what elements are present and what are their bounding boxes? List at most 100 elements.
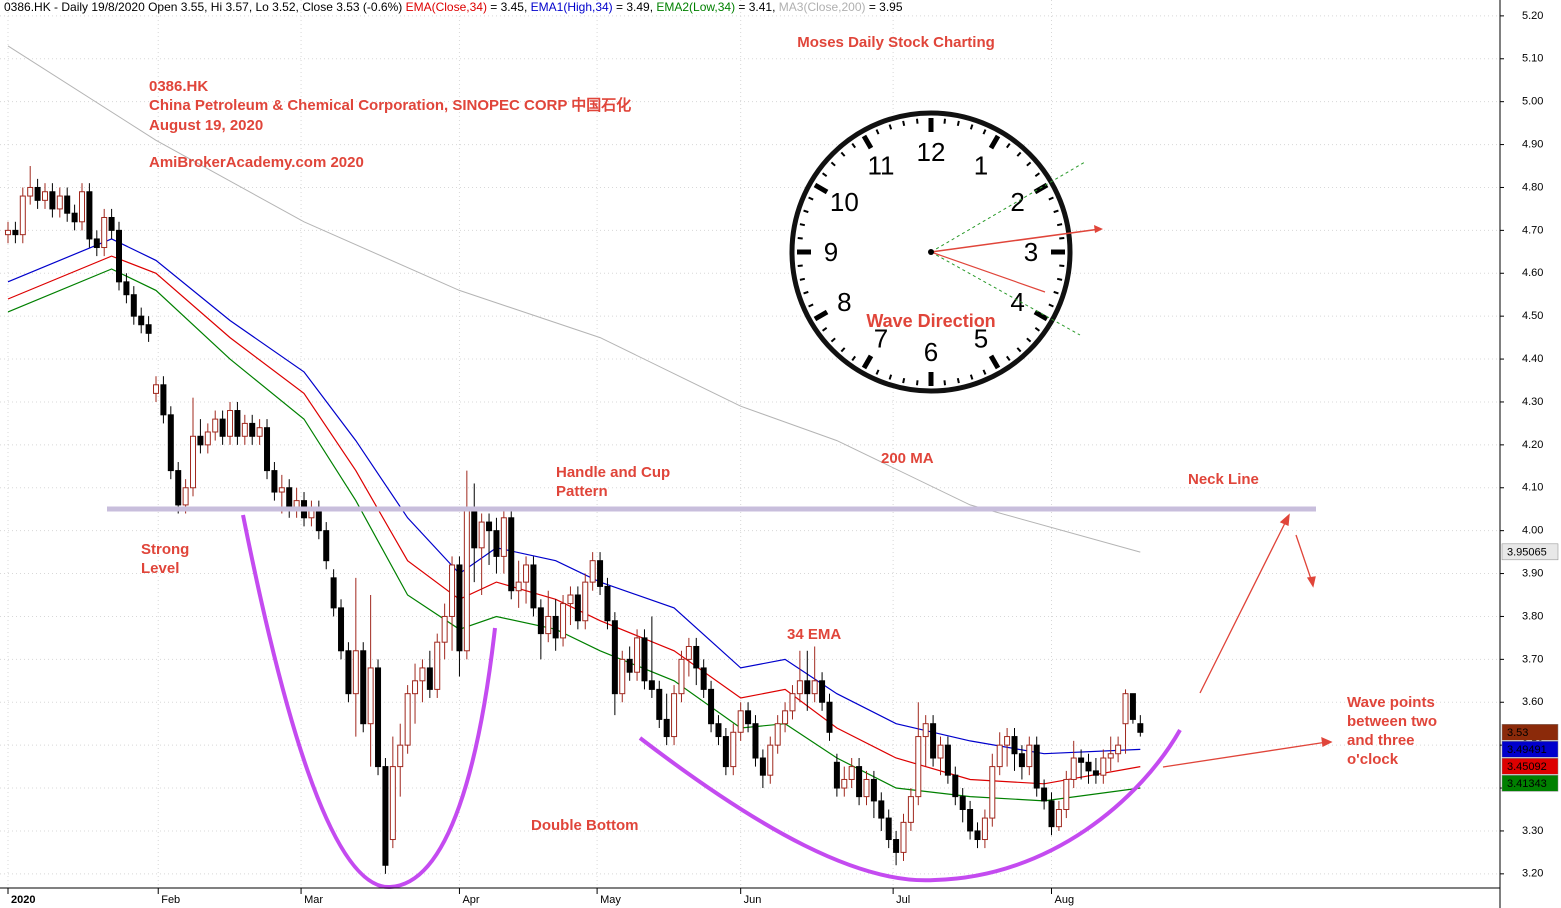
candle-body	[678, 658, 685, 695]
candle-body	[1063, 778, 1070, 810]
candle-body	[204, 431, 211, 446]
annotation: AmiBrokerAcademy.com 2020	[149, 154, 364, 171]
arrow-head	[1094, 225, 1103, 233]
candle-body	[552, 615, 559, 639]
y-tick-label: 4.50	[1522, 310, 1543, 322]
clock-number: 7	[874, 323, 888, 353]
clock-tick	[982, 369, 987, 375]
candle-body	[856, 766, 863, 798]
candle-body	[190, 435, 197, 489]
price-tag	[1501, 724, 1559, 741]
clock-tick	[1056, 277, 1063, 281]
candle-body	[597, 560, 604, 587]
clock-center	[928, 249, 934, 255]
candle-body	[1092, 770, 1099, 776]
clock-number: 4	[1010, 287, 1024, 317]
candle-body	[900, 821, 907, 853]
candle-body	[656, 688, 663, 720]
candle-body	[34, 186, 41, 201]
clock-number: 9	[824, 237, 838, 267]
candle-body	[1129, 693, 1136, 720]
price-tag-label: 3.41343	[1507, 778, 1547, 790]
annotation: 0386.HK	[149, 78, 208, 95]
clock-tick	[943, 380, 947, 386]
header-part: EMA1(High,34)	[531, 0, 613, 14]
clock-number: 5	[974, 323, 988, 353]
price-tag-label: 3.53	[1507, 727, 1528, 739]
clock-tick	[1006, 355, 1011, 361]
ma-line	[7, 238, 1141, 755]
clock-number: 8	[837, 287, 851, 317]
candle-body	[93, 238, 100, 249]
header-part: EMA(Close,34)	[406, 0, 487, 14]
candle-body	[508, 517, 515, 592]
candle-body	[212, 418, 219, 433]
candle-body	[634, 637, 641, 673]
clock-tick	[875, 369, 880, 375]
candle-body	[959, 796, 966, 810]
direction-guide	[930, 251, 1081, 336]
candle-body	[101, 216, 108, 249]
candle-body	[671, 693, 678, 738]
candle-body	[582, 581, 589, 622]
candle-body	[352, 650, 359, 695]
clock-tick	[988, 134, 1001, 150]
clock-number: 1	[974, 150, 988, 180]
candle-body	[611, 620, 618, 695]
clock-tick	[915, 380, 919, 386]
candle-body	[589, 560, 596, 583]
header-part: 0386.HK - Daily 19/8/2020 Open 3.55, Hi …	[4, 0, 406, 14]
arrow	[1162, 741, 1328, 768]
direction-line	[930, 251, 1046, 293]
x-tick-label: Jul	[896, 894, 910, 906]
annotation: Handle and Cup	[556, 464, 670, 481]
candle-body	[41, 191, 48, 201]
candle-body	[767, 744, 774, 776]
candle-body	[1107, 753, 1114, 759]
candle-body	[1070, 757, 1077, 780]
candle-body	[663, 718, 670, 738]
price-tag-label: 3.95065	[1507, 547, 1547, 559]
price-tag	[1501, 775, 1559, 792]
candle-body	[56, 195, 63, 210]
candle-body	[330, 577, 337, 609]
candle-body	[1055, 808, 1062, 828]
candle-body	[175, 470, 182, 506]
annotation: Neck Line	[1188, 471, 1259, 488]
clock-tick	[875, 129, 880, 135]
candle-body	[471, 508, 478, 549]
clock-tick	[808, 196, 814, 201]
header-part: MA3(Close,200)	[779, 0, 866, 14]
clock-tick	[1053, 290, 1059, 295]
y-tick-label: 4.00	[1522, 525, 1543, 537]
candle-body	[382, 766, 389, 866]
annotation: and three	[1347, 732, 1415, 749]
candle-body	[1115, 744, 1122, 755]
candle-body	[545, 615, 552, 635]
clock-tick	[1006, 143, 1011, 149]
candle-body	[604, 585, 611, 622]
candle-body	[885, 817, 892, 841]
candle-body	[700, 667, 707, 690]
annotation: 200 MA	[881, 450, 934, 467]
candle-body	[160, 384, 167, 416]
candle-body	[249, 422, 256, 437]
clock-tick	[969, 124, 974, 130]
clock-tick	[888, 374, 893, 380]
clock-tick	[1048, 196, 1054, 201]
clock-tick	[797, 264, 803, 268]
candle-body	[811, 680, 818, 695]
candle-body	[641, 637, 648, 682]
candle-body	[745, 710, 752, 725]
candle-body	[708, 688, 715, 725]
y-tick-label: 4.30	[1522, 396, 1543, 408]
clock-tick	[1033, 309, 1049, 322]
candle-body	[367, 667, 374, 725]
candle-body	[456, 564, 463, 652]
candle-body	[981, 817, 988, 841]
candle-body	[71, 212, 78, 223]
candle-body	[167, 414, 174, 472]
annotation: Pattern	[556, 483, 608, 500]
